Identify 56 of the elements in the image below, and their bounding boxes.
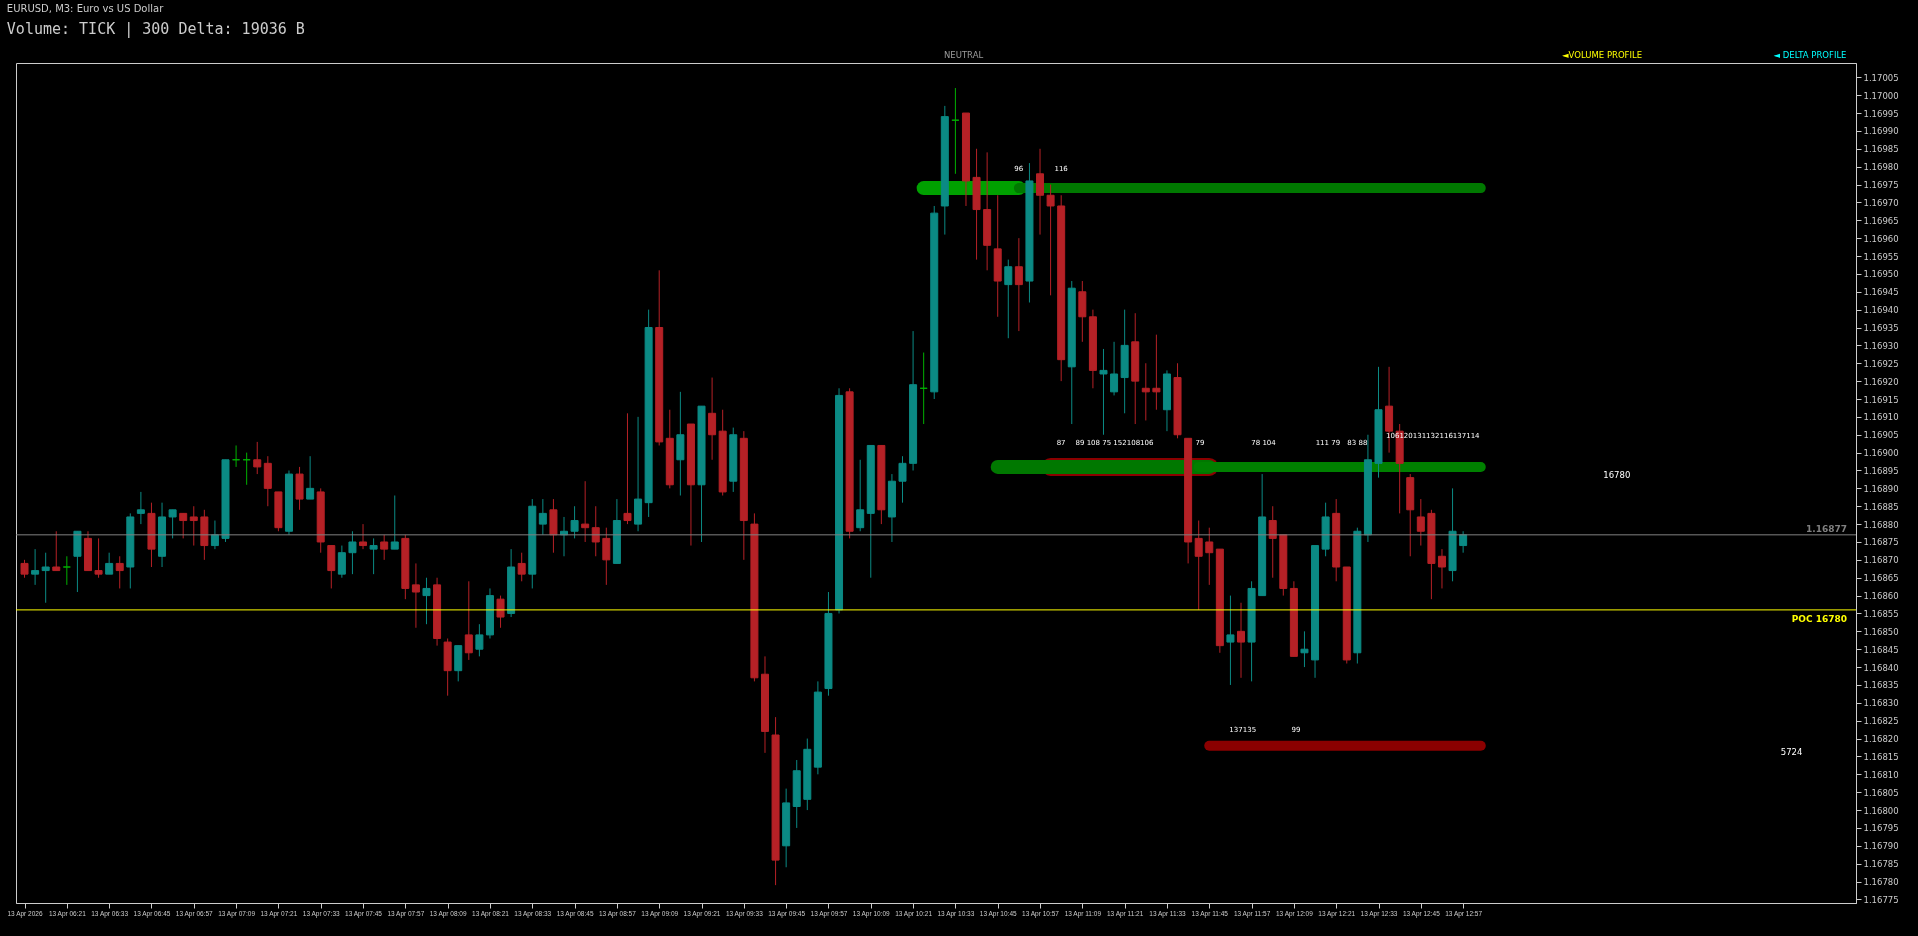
ref-line-label: POC 16780 — [1791, 613, 1847, 624]
y-tick-label: 1.16780 — [1863, 877, 1899, 888]
y-tick-label: 1.16775 — [1863, 894, 1899, 905]
y-tick-label: 1.17000 — [1863, 90, 1899, 101]
text: ◄VOLUME PROFILE — [1562, 50, 1643, 60]
y-tick-label: 1.16955 — [1863, 251, 1899, 262]
chart-title: EURUSD, M3: Euro vs US Dollar — [6, 3, 165, 14]
y-tick-label: 1.16920 — [1863, 376, 1899, 387]
text: NEUTRAL — [943, 50, 984, 60]
y-tick-label: 1.16985 — [1863, 144, 1899, 155]
chart-subtitle: Volume: TICK | 300 Delta: 19036 B — [6, 20, 305, 38]
y-tick-label: 1.16870 — [1863, 555, 1899, 566]
ref-line-label: 1.16877 — [1806, 523, 1847, 534]
y-tick-label: 1.16990 — [1863, 126, 1899, 137]
annotation: 5724 — [1780, 746, 1803, 757]
y-tick-label: 1.16915 — [1863, 394, 1899, 405]
y-tick-label: 1.16805 — [1863, 787, 1899, 798]
y-tick-label: 1.16835 — [1863, 680, 1899, 691]
y-tick-label: 1.16865 — [1863, 573, 1899, 584]
y-tick-label: 1.16960 — [1863, 233, 1899, 244]
y-tick-label: 1.16790 — [1863, 841, 1899, 852]
y-tick-label: 1.16970 — [1863, 197, 1899, 208]
y-tick-label: 1.16995 — [1863, 108, 1899, 119]
y-tick-label: 1.16945 — [1863, 287, 1899, 298]
y-tick-label: 1.16885 — [1863, 501, 1899, 512]
y-tick-label: 1.16840 — [1863, 662, 1899, 673]
y-tick-label: 1.16785 — [1863, 859, 1899, 870]
y-tick-label: 1.16850 — [1863, 626, 1899, 637]
text: ◄ DELTA PROFILE — [1773, 50, 1847, 60]
y-tick-label: 1.16935 — [1863, 323, 1899, 334]
y-tick-label: 1.16965 — [1863, 215, 1899, 226]
annotation: 16780 — [1603, 469, 1631, 480]
y-tick-label: 1.16845 — [1863, 644, 1899, 655]
y-tick-label: 1.16825 — [1863, 716, 1899, 727]
y-tick-label: 1.16950 — [1863, 269, 1899, 280]
y-tick-label: 1.16815 — [1863, 751, 1899, 762]
y-tick-label: 1.16910 — [1863, 412, 1899, 423]
y-tick-label: 1.16905 — [1863, 430, 1899, 441]
y-tick-label: 1.16890 — [1863, 483, 1899, 494]
y-tick-label: 1.16975 — [1863, 180, 1899, 191]
y-tick-label: 1.17005 — [1863, 72, 1899, 83]
y-tick-label: 1.16900 — [1863, 448, 1899, 459]
y-tick-label: 1.16875 — [1863, 537, 1899, 548]
y-tick-label: 1.16895 — [1863, 465, 1899, 476]
y-tick-label: 1.16830 — [1863, 698, 1899, 709]
y-tick-label: 1.16930 — [1863, 340, 1899, 351]
y-tick-label: 1.16980 — [1863, 162, 1899, 173]
y-tick-label: 1.16855 — [1863, 608, 1899, 619]
y-tick-label: 1.16820 — [1863, 734, 1899, 745]
y-tick-label: 1.16940 — [1863, 305, 1899, 316]
y-tick-label: 1.16860 — [1863, 591, 1899, 602]
y-tick-label: 1.16800 — [1863, 805, 1899, 816]
y-tick-label: 1.16925 — [1863, 358, 1899, 369]
y-tick-label: 1.16810 — [1863, 769, 1899, 780]
y-tick-label: 1.16795 — [1863, 823, 1899, 834]
y-tick-label: 1.16880 — [1863, 519, 1899, 530]
